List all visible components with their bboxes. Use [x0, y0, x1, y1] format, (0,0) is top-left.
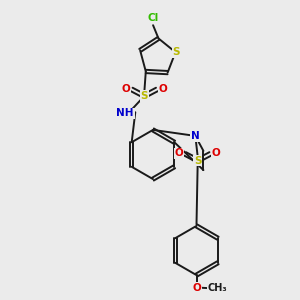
Text: S: S [140, 91, 148, 101]
Text: NH: NH [116, 109, 134, 118]
Text: Cl: Cl [147, 13, 159, 23]
Text: O: O [192, 283, 201, 293]
Text: CH₃: CH₃ [208, 283, 227, 293]
Text: S: S [194, 155, 202, 166]
Text: N: N [191, 131, 200, 141]
Text: O: O [121, 84, 130, 94]
Text: O: O [212, 148, 221, 158]
Text: O: O [158, 84, 167, 94]
Text: O: O [175, 148, 184, 158]
Text: S: S [172, 47, 180, 57]
